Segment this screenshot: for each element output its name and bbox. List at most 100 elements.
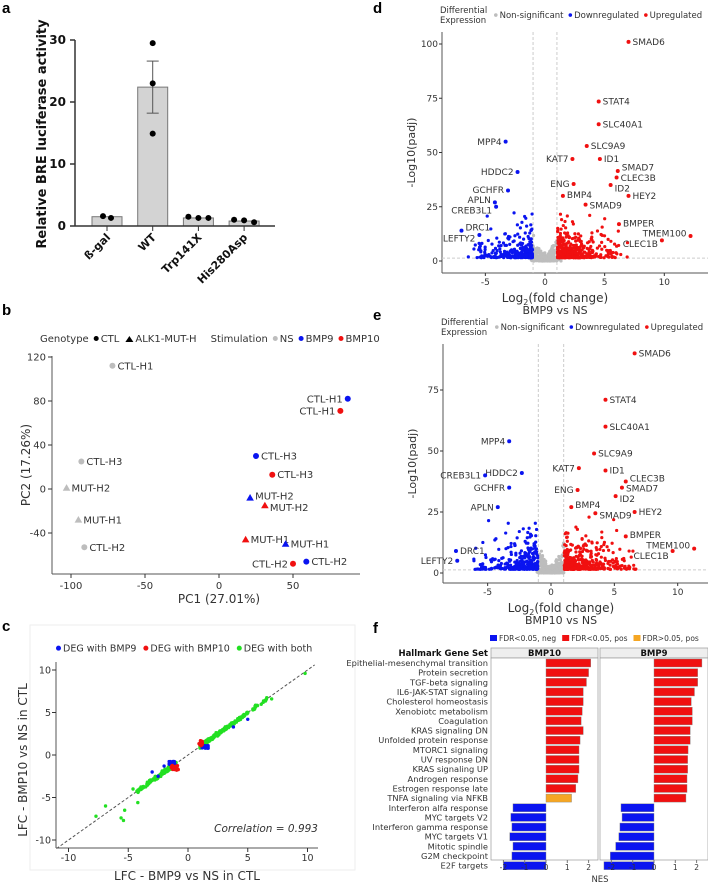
pca-point-mut <box>62 484 71 491</box>
upregulated-point <box>613 255 617 260</box>
nonsignificant-point <box>552 571 557 575</box>
upregulated-point <box>573 232 577 236</box>
downregulated-point <box>472 557 476 561</box>
downregulated-point <box>497 240 501 244</box>
labeled-gene-point <box>483 473 488 478</box>
upregulated-point <box>597 561 602 565</box>
upregulated-point <box>565 539 569 543</box>
downregulated-point <box>512 211 516 215</box>
upregulated-point <box>563 532 567 536</box>
upregulated-point <box>573 559 577 563</box>
upregulated-point <box>556 247 560 251</box>
y-axis-label: Relative BRE luciferase activity <box>35 19 50 249</box>
deg-both-point <box>245 710 249 715</box>
upregulated-point <box>619 567 623 571</box>
downregulated-point <box>479 567 483 571</box>
upregulated-point <box>597 244 602 248</box>
upregulated-point <box>570 567 574 571</box>
gene-set-label: KRAS signaling DN <box>411 726 488 736</box>
x-tick-label: 10 <box>659 278 671 288</box>
nonsignificant-point <box>543 251 547 255</box>
deg-bmp9-point <box>231 725 236 729</box>
labeled-gene-point <box>583 202 588 207</box>
facet-title: BMP10 <box>528 649 561 659</box>
deg-both-point <box>269 697 274 701</box>
legend-title: Expression <box>440 16 486 26</box>
gene-label: APLN <box>470 503 493 513</box>
labeled-gene-point <box>626 39 631 44</box>
upregulated-point <box>600 535 604 540</box>
legend-dot <box>645 325 649 329</box>
downregulated-point <box>490 242 494 246</box>
x-axis-label-part: 2 <box>523 298 528 307</box>
downregulated-point <box>483 250 487 254</box>
upregulated-point <box>597 565 601 570</box>
pca-point-label: CTL-H2 <box>252 559 288 570</box>
gene-label: LEFTY2 <box>421 557 453 567</box>
data-point <box>205 214 212 221</box>
downregulated-point <box>526 234 530 239</box>
upregulated-point <box>598 255 602 259</box>
downregulated-point <box>503 232 507 236</box>
nes-bar <box>621 813 655 822</box>
x-axis-label-part: 2 <box>529 608 534 617</box>
upregulated-point <box>575 527 580 531</box>
labeled-gene-point <box>492 200 497 205</box>
nes-bar <box>511 822 547 832</box>
x-tick-label: -5 <box>481 278 490 288</box>
y-tick-label: 5 <box>45 708 51 719</box>
y-tick-label: 120 <box>27 353 46 364</box>
x-tick-label: -5 <box>483 588 492 598</box>
gene-label: HEY2 <box>639 508 663 518</box>
upregulated-point <box>562 553 566 558</box>
gene-label: SMAD7 <box>622 164 654 174</box>
downregulated-point <box>535 552 539 556</box>
nonsignificant-point <box>560 569 564 574</box>
upregulated-point <box>563 231 567 235</box>
upregulated-point <box>562 256 566 260</box>
labeled-gene-point <box>569 505 574 510</box>
legend-dot <box>494 13 498 17</box>
pca-point-label: CTL-H2 <box>89 543 125 554</box>
deg-both-point <box>122 808 127 812</box>
deg-both-point <box>239 715 244 720</box>
x-tick-label: -2 <box>500 863 508 872</box>
upregulated-point <box>629 555 633 559</box>
x-tick-label: 10 <box>301 853 313 864</box>
nes-bar <box>653 793 687 803</box>
upregulated-point <box>579 234 583 238</box>
upregulated-point <box>573 255 577 259</box>
labeled-gene-point <box>688 234 693 239</box>
downregulated-point <box>534 547 539 551</box>
labeled-gene-point <box>619 485 624 490</box>
nes-bar <box>653 716 693 726</box>
downregulated-point <box>506 521 510 525</box>
gene-set-label: Cholesterol homeostasis <box>386 697 488 707</box>
upregulated-point <box>599 544 603 549</box>
upregulated-point <box>599 253 603 257</box>
nonsignificant-point <box>534 253 538 258</box>
upregulated-point <box>577 562 581 566</box>
downregulated-point <box>528 255 532 260</box>
legend-item: FDR<0.05, neg <box>499 634 556 643</box>
downregulated-point <box>528 249 532 254</box>
downregulated-point <box>522 246 526 250</box>
nes-bar <box>545 755 580 764</box>
labeled-gene-point <box>616 222 621 227</box>
gene-label: CREB3L1 <box>440 472 481 482</box>
upregulated-point <box>577 553 581 558</box>
y-tick-label: 0 <box>45 751 51 762</box>
upregulated-point <box>556 228 560 233</box>
y-tick-label: 0 <box>58 219 66 233</box>
labeled-gene-point <box>507 485 512 490</box>
pca-point-ctl <box>269 471 276 478</box>
deg-bmp9-point <box>246 717 250 721</box>
downregulated-point <box>500 556 504 560</box>
legend-item: ALK1-MUT-H <box>135 334 196 345</box>
nes-bar <box>512 803 547 812</box>
upregulated-point <box>582 547 586 551</box>
downregulated-point <box>489 558 493 562</box>
upregulated-point <box>604 254 608 258</box>
upregulated-point <box>567 240 571 244</box>
nonsignificant-point <box>543 259 548 263</box>
